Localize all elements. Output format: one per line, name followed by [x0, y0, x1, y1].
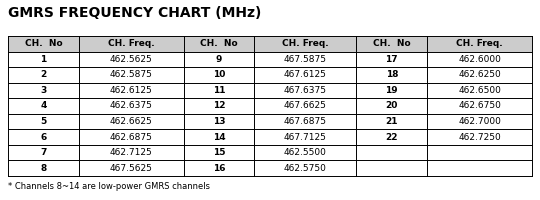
Text: GMRS FREQUENCY CHART (MHz): GMRS FREQUENCY CHART (MHz) [8, 6, 261, 20]
Text: 462.6875: 462.6875 [110, 133, 153, 142]
Text: 467.6875: 467.6875 [284, 117, 327, 126]
Text: 1: 1 [40, 55, 46, 64]
Text: 462.5875: 462.5875 [110, 70, 153, 79]
Text: 467.6625: 467.6625 [284, 102, 327, 110]
Text: CH. Freq.: CH. Freq. [282, 39, 329, 48]
Text: 462.5625: 462.5625 [110, 55, 153, 64]
Text: 8: 8 [40, 164, 46, 173]
Text: CH. Freq.: CH. Freq. [456, 39, 503, 48]
Text: 10: 10 [213, 70, 225, 79]
Text: 21: 21 [386, 117, 398, 126]
Text: 462.5750: 462.5750 [284, 164, 327, 173]
Text: 14: 14 [213, 133, 225, 142]
Text: 13: 13 [213, 117, 225, 126]
Text: 467.5625: 467.5625 [110, 164, 153, 173]
Text: 17: 17 [386, 55, 398, 64]
Text: 6: 6 [40, 133, 46, 142]
Text: 462.5500: 462.5500 [284, 148, 327, 157]
Text: 11: 11 [213, 86, 225, 95]
Text: 462.7250: 462.7250 [458, 133, 501, 142]
Text: 12: 12 [213, 102, 225, 110]
Text: 19: 19 [386, 86, 398, 95]
Text: 15: 15 [213, 148, 225, 157]
Text: 16: 16 [213, 164, 225, 173]
Bar [8, 36, 532, 52]
Text: CH. Freq.: CH. Freq. [108, 39, 154, 48]
Text: CH.  No: CH. No [25, 39, 62, 48]
Text: 4: 4 [40, 102, 46, 110]
Text: 5: 5 [40, 117, 46, 126]
Text: 20: 20 [386, 102, 398, 110]
Text: 462.6750: 462.6750 [458, 102, 501, 110]
Text: 462.6000: 462.6000 [458, 55, 501, 64]
Text: 22: 22 [386, 133, 398, 142]
Text: 3: 3 [40, 86, 46, 95]
Text: 18: 18 [386, 70, 398, 79]
Text: 462.6125: 462.6125 [110, 86, 153, 95]
Text: 9: 9 [216, 55, 222, 64]
Text: 467.5875: 467.5875 [284, 55, 327, 64]
Text: 467.7125: 467.7125 [284, 133, 327, 142]
Text: 462.6625: 462.6625 [110, 117, 153, 126]
Text: 467.6375: 467.6375 [284, 86, 327, 95]
Text: 467.6125: 467.6125 [284, 70, 327, 79]
Text: 462.7000: 462.7000 [458, 117, 501, 126]
Text: 462.6250: 462.6250 [458, 70, 501, 79]
Text: * Channels 8~14 are low-power GMRS channels: * Channels 8~14 are low-power GMRS chann… [8, 182, 210, 191]
Text: 462.6500: 462.6500 [458, 86, 501, 95]
Text: 7: 7 [40, 148, 46, 157]
Text: 462.6375: 462.6375 [110, 102, 153, 110]
Text: 2: 2 [40, 70, 46, 79]
Text: 462.7125: 462.7125 [110, 148, 153, 157]
Text: CH.  No: CH. No [373, 39, 410, 48]
Text: CH.  No: CH. No [200, 39, 238, 48]
